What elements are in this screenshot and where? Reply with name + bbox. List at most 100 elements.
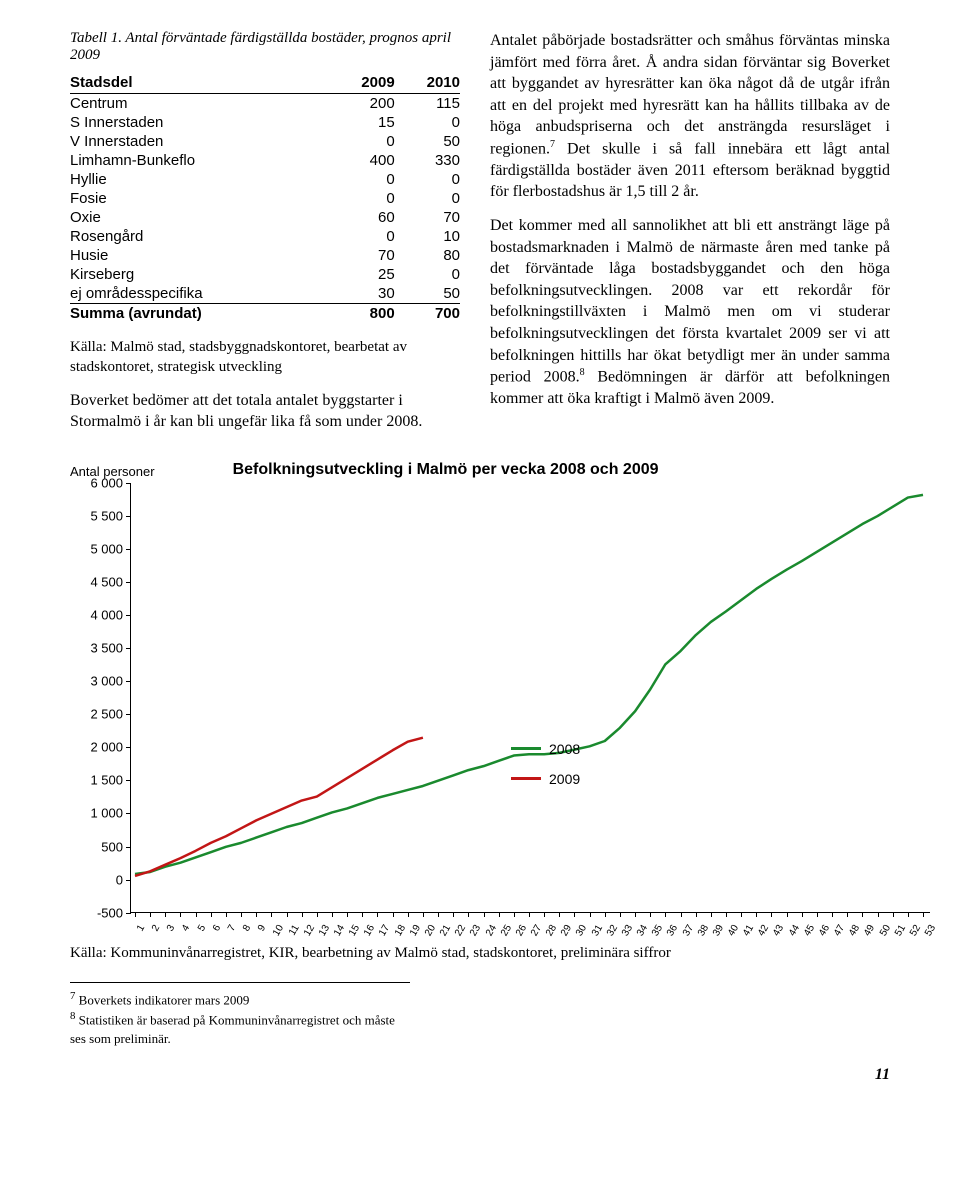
legend-label: 2009	[549, 771, 580, 787]
legend-label: 2008	[549, 741, 580, 757]
x-tick-label: 17	[377, 923, 392, 938]
x-tick-label: 28	[544, 923, 559, 938]
y-tick-mark	[126, 648, 131, 649]
y-tick-label: 3 500	[71, 641, 123, 656]
x-tick-mark	[256, 912, 257, 917]
x-tick-mark	[302, 912, 303, 917]
cell: Rosengård	[70, 227, 329, 246]
x-tick-mark	[408, 912, 409, 917]
cell: 60	[329, 208, 394, 227]
x-tick-mark	[180, 912, 181, 917]
y-tick-mark	[126, 813, 131, 814]
x-tick-mark	[211, 912, 212, 917]
y-tick-mark	[126, 615, 131, 616]
chart-plot-area: 2008 2009 6 0005 5005 0004 5004 0003 500…	[130, 483, 930, 913]
table-header-row: Stadsdel 2009 2010	[70, 72, 460, 94]
table-row: Husie7080	[70, 246, 460, 265]
x-tick-mark	[665, 912, 666, 917]
cell: 0	[329, 189, 394, 208]
x-tick-mark	[135, 912, 136, 917]
table-row: Hyllie00	[70, 170, 460, 189]
x-tick-label: 7	[226, 923, 238, 933]
x-tick-mark	[317, 912, 318, 917]
cell: Centrum	[70, 94, 329, 114]
cell: Fosie	[70, 189, 329, 208]
x-tick-label: 13	[317, 923, 332, 938]
x-tick-mark	[923, 912, 924, 917]
cell: 10	[395, 227, 460, 246]
page: Tabell 1. Antal förväntade färdigställda…	[0, 0, 960, 1104]
page-number: 11	[70, 1066, 890, 1084]
cell: Oxie	[70, 208, 329, 227]
x-tick-mark	[287, 912, 288, 917]
x-tick-mark	[590, 912, 591, 917]
cell: 30	[329, 284, 394, 304]
y-tick-mark	[126, 880, 131, 881]
y-tick-mark	[126, 549, 131, 550]
x-tick-mark	[453, 912, 454, 917]
y-tick-mark	[126, 582, 131, 583]
cell: 0	[395, 170, 460, 189]
x-tick-mark	[847, 912, 848, 917]
legend-swatch	[511, 777, 541, 780]
x-tick-label: 29	[559, 923, 574, 938]
x-tick-mark	[726, 912, 727, 917]
chart-section: Antal personer Befolkningsutveckling i M…	[70, 461, 890, 962]
x-tick-mark	[529, 912, 530, 917]
cell: 0	[395, 189, 460, 208]
x-tick-label: 44	[787, 923, 802, 938]
x-tick-label: 4	[180, 923, 192, 933]
x-tick-label: 40	[726, 923, 741, 938]
y-tick-label: 6 000	[71, 475, 123, 490]
left-paragraph: Boverket bedömer att det totala antalet …	[70, 390, 460, 433]
x-tick-mark	[423, 912, 424, 917]
chart-lines-svg	[131, 483, 931, 913]
sum-val: 800	[329, 304, 394, 324]
x-tick-label: 14	[332, 923, 347, 938]
x-tick-label: 48	[847, 923, 862, 938]
footnote: 8 Statistiken är baserad på Kommuninvåna…	[70, 1009, 410, 1048]
cell: 15	[329, 113, 394, 132]
x-tick-mark	[332, 912, 333, 917]
cell: 330	[395, 151, 460, 170]
x-tick-label: 22	[453, 923, 468, 938]
x-tick-mark	[347, 912, 348, 917]
y-tick-label: 1 500	[71, 773, 123, 788]
chart-source: Källa: Kommuninvånarregistret, KIR, bear…	[70, 945, 890, 962]
cell: 0	[329, 170, 394, 189]
x-tick-label: 35	[650, 923, 665, 938]
table-row: V Innerstaden050	[70, 132, 460, 151]
x-tick-label: 42	[756, 923, 771, 938]
cell: ej områdesspecifika	[70, 284, 329, 304]
x-tick-mark	[862, 912, 863, 917]
y-tick-label: 5 500	[71, 508, 123, 523]
table-row: S Innerstaden150	[70, 113, 460, 132]
x-tick-label: 2	[150, 923, 162, 933]
table-row: Fosie00	[70, 189, 460, 208]
table-row: ej områdesspecifika3050	[70, 284, 460, 304]
x-tick-mark	[377, 912, 378, 917]
cell: Limhamn-Bunkeflo	[70, 151, 329, 170]
x-tick-mark	[362, 912, 363, 917]
x-tick-label: 10	[271, 923, 286, 938]
cell: 80	[395, 246, 460, 265]
x-tick-mark	[635, 912, 636, 917]
x-tick-label: 16	[362, 923, 377, 938]
x-tick-label: 51	[893, 923, 908, 938]
x-tick-mark	[787, 912, 788, 917]
x-tick-label: 21	[438, 923, 453, 938]
x-tick-mark	[817, 912, 818, 917]
x-tick-label: 5	[196, 923, 208, 933]
y-tick-mark	[126, 714, 131, 715]
x-tick-mark	[241, 912, 242, 917]
right-paragraph-1: Antalet påbörjade bostadsrätter och småh…	[490, 30, 890, 203]
y-tick-mark	[126, 681, 131, 682]
x-tick-label: 27	[529, 923, 544, 938]
left-column: Tabell 1. Antal förväntade färdigställda…	[70, 30, 460, 433]
x-tick-mark	[756, 912, 757, 917]
x-tick-label: 41	[741, 923, 756, 938]
x-tick-label: 31	[590, 923, 605, 938]
cell: V Innerstaden	[70, 132, 329, 151]
footnotes: 7 Boverkets indikatorer mars 20098 Stati…	[70, 982, 410, 1048]
legend-item: 2009	[511, 771, 580, 787]
